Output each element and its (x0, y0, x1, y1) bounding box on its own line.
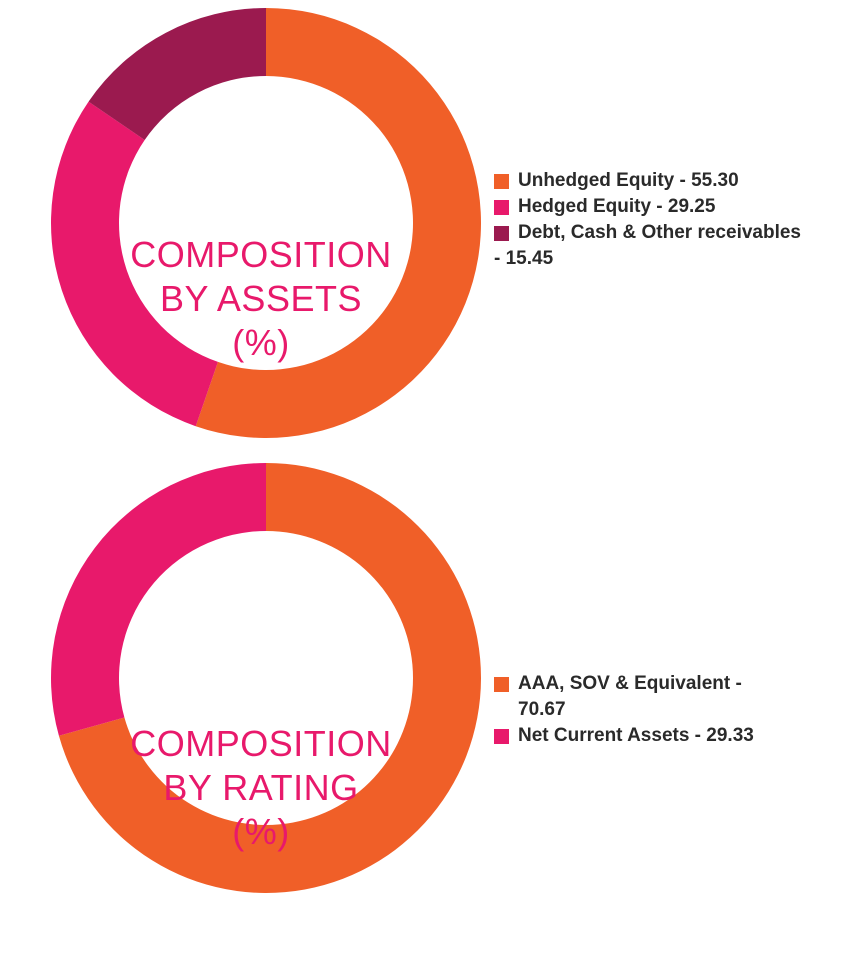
legend-item-net-current-assets: Net Current Assets - 29.33 (494, 723, 844, 749)
title-line: BY ASSETS (160, 278, 362, 319)
title-line: (%) (232, 811, 290, 852)
legend-item-unhedged-equity: Unhedged Equity - 55.30 (494, 168, 844, 194)
donut-slice-1 (51, 101, 218, 427)
title-line: COMPOSITION (130, 234, 392, 275)
donut-slice-0 (58, 463, 481, 893)
legend-label-continued: 70.67 (518, 699, 566, 720)
legend-item-hedged-equity: Hedged Equity - 29.25 (494, 194, 844, 220)
title-line: (%) (232, 322, 290, 363)
title-line: BY RATING (163, 767, 359, 808)
composition-by-assets-chart: COMPOSITION BY ASSETS (%) Unhedged Equit… (0, 0, 853, 470)
composition-by-rating-donut (50, 463, 481, 893)
legend-swatch (494, 226, 509, 241)
legend-item-debt-cash-other: Debt, Cash & Other receivables - 15.45 (494, 220, 844, 272)
legend-label: Hedged Equity - 29.25 (518, 196, 716, 217)
composition-by-rating-title: COMPOSITION BY RATING (%) (111, 722, 411, 854)
composition-by-rating-legend: AAA, SOV & Equivalent - 70.67 Net Curren… (494, 671, 844, 749)
legend-swatch (494, 174, 509, 189)
title-line: COMPOSITION (130, 723, 392, 764)
legend-swatch (494, 200, 509, 215)
legend-label: Debt, Cash & Other receivables (518, 222, 801, 243)
composition-by-rating-chart: COMPOSITION BY RATING (%) AAA, SOV & Equ… (0, 463, 853, 953)
legend-label-continued: - 15.45 (494, 248, 554, 269)
donut-slice-0 (195, 8, 482, 438)
legend-item-aaa-sov: AAA, SOV & Equivalent - 70.67 (494, 671, 844, 723)
legend-swatch (494, 729, 509, 744)
legend-label: Net Current Assets - 29.33 (518, 725, 754, 746)
composition-by-assets-legend: Unhedged Equity - 55.30 Hedged Equity - … (494, 168, 844, 272)
donut-slice-2 (88, 8, 266, 140)
composition-by-assets-donut (51, 8, 482, 438)
composition-by-assets-title: COMPOSITION BY ASSETS (%) (111, 233, 411, 365)
legend-label: Unhedged Equity - 55.30 (518, 170, 739, 191)
legend-swatch (494, 677, 509, 692)
donut-slice-1 (50, 463, 266, 736)
legend-label: AAA, SOV & Equivalent - (518, 673, 742, 694)
